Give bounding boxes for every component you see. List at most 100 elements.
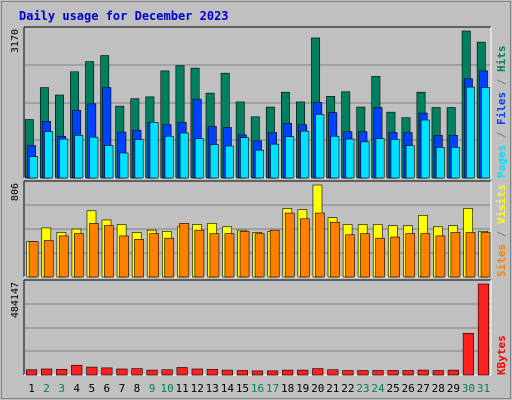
x-tick-label-21: 21 <box>326 382 339 395</box>
bar-kbytes-15 <box>236 370 249 376</box>
bar-sites-6 <box>104 225 114 278</box>
bar-sites-30 <box>465 232 476 278</box>
x-tick-label-6: 6 <box>104 382 111 395</box>
x-tick-label-7: 7 <box>119 382 126 395</box>
bar-pages-11 <box>179 132 189 179</box>
bar-kbytes-22 <box>342 370 354 376</box>
bar-sites-5 <box>89 223 99 278</box>
bar-sites-23 <box>360 233 370 278</box>
bar-kbytes-28 <box>432 370 444 376</box>
panel-legend: Sites / Visits <box>495 184 508 277</box>
bar-kbytes-25 <box>387 370 399 376</box>
bar-sites-3 <box>58 235 69 278</box>
bar-pages-3 <box>59 138 69 179</box>
chart-panels: 3170 Pages / Files / Hits 806 Sites / Visit… <box>10 26 508 376</box>
legend-entry: Pages <box>495 145 508 178</box>
bar-sites-16 <box>254 233 265 278</box>
bar-kbytes-1 <box>25 369 38 376</box>
x-tick-label-28: 28 <box>432 382 445 395</box>
panel-hits-files-pages: 3170 Pages / Files / Hits <box>10 26 508 179</box>
bar-kbytes-18 <box>282 369 294 376</box>
bar-sites-4 <box>74 233 84 278</box>
bar-kbytes-12 <box>191 368 203 376</box>
bar-sites-11 <box>179 223 190 278</box>
bar-kbytes-5 <box>86 366 98 376</box>
bar-pages-16 <box>255 149 264 179</box>
bar-pages-31 <box>481 87 490 179</box>
x-tick-label-3: 3 <box>58 382 65 395</box>
bar-pages-30 <box>465 86 475 179</box>
bar-kbytes-29 <box>447 369 459 376</box>
bar-sites-7 <box>119 235 129 278</box>
y-max-label: 806 <box>10 183 21 201</box>
bar-pages-17 <box>270 143 280 179</box>
bar-kbytes-13 <box>206 369 218 376</box>
bar-sites-31 <box>480 232 491 278</box>
bar-pages-14 <box>224 145 234 179</box>
x-tick-label-22: 22 <box>341 382 354 395</box>
x-tick-label-27: 27 <box>417 382 430 395</box>
bar-sites-22 <box>345 234 355 278</box>
legend-entry: Files <box>495 92 508 125</box>
bar-sites-26 <box>405 233 416 278</box>
panel-visits-sites: 806 Sites / Visits <box>10 180 508 278</box>
bar-sites-18 <box>284 212 295 278</box>
bar-kbytes-8 <box>131 368 143 376</box>
x-tick-label-15: 15 <box>236 382 249 395</box>
x-tick-label-12: 12 <box>191 382 204 395</box>
bar-sites-8 <box>134 239 144 278</box>
bar-sites-25 <box>390 236 401 278</box>
bar-kbytes-10 <box>161 369 173 376</box>
bar-pages-15 <box>240 137 249 179</box>
bar-kbytes-20 <box>312 368 324 376</box>
bar-kbytes-21 <box>327 369 339 376</box>
bar-kbytes-6 <box>101 367 113 376</box>
x-tick-label-31: 31 <box>477 382 490 395</box>
bar-sites-12 <box>194 229 205 278</box>
x-tick-label-1: 1 <box>28 382 35 395</box>
x-tick-label-14: 14 <box>221 382 235 395</box>
bar-kbytes-14 <box>221 369 233 376</box>
bar-pages-8 <box>134 139 144 179</box>
x-tick-label-4: 4 <box>73 382 80 395</box>
bar-kbytes-31 <box>477 283 490 376</box>
bar-kbytes-19 <box>297 369 309 376</box>
panel-kbytes: 484147 KBytes <box>10 279 508 376</box>
x-tick-label-5: 5 <box>88 382 95 395</box>
bar-pages-20 <box>315 114 325 179</box>
bar-pages-9 <box>149 122 159 179</box>
legend-entry: / <box>495 125 508 145</box>
bar-pages-25 <box>390 139 400 179</box>
bar-sites-28 <box>435 235 446 278</box>
legend-entry: Visits <box>495 184 508 224</box>
x-tick-label-30: 30 <box>462 382 475 395</box>
legend-entry: / <box>495 224 508 244</box>
panel-legend: KBytes <box>495 335 508 375</box>
x-tick-label-29: 29 <box>447 382 460 395</box>
legend-entry: / <box>495 72 508 92</box>
bar-pages-6 <box>104 145 114 179</box>
bar-kbytes-27 <box>417 369 429 376</box>
x-tick-label-25: 25 <box>386 382 399 395</box>
series-sites <box>28 212 491 278</box>
x-tick-label-13: 13 <box>206 382 219 395</box>
bar-kbytes-30 <box>462 332 474 376</box>
panel-legend: Pages / Files / Hits <box>495 46 508 179</box>
bar-kbytes-24 <box>372 370 384 376</box>
bar-kbytes-7 <box>116 368 128 376</box>
x-tick-label-2: 2 <box>43 382 50 395</box>
x-tick-label-20: 20 <box>311 382 324 395</box>
bar-sites-29 <box>450 232 461 278</box>
x-tick-label-24: 24 <box>371 382 385 395</box>
legend-entry: Sites <box>495 244 508 277</box>
x-tick-label-17: 17 <box>266 382 279 395</box>
bar-sites-15 <box>239 231 250 278</box>
bar-pages-28 <box>435 147 445 179</box>
bar-sites-2 <box>43 240 54 278</box>
series-pages <box>29 86 490 179</box>
y-max-label: 484147 <box>10 282 21 318</box>
x-tick-label-16: 16 <box>251 382 264 395</box>
bar-sites-17 <box>269 229 280 278</box>
